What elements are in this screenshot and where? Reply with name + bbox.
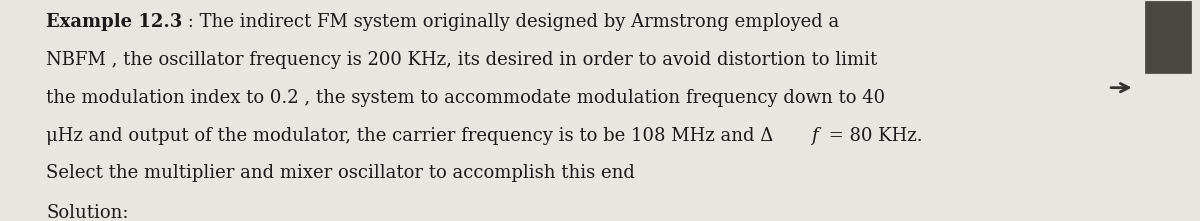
Text: Example 12.3: Example 12.3 (47, 13, 182, 31)
FancyBboxPatch shape (1145, 1, 1190, 73)
Text: f: f (811, 127, 817, 145)
Text: μHz and output of the modulator, the carrier frequency is to be 108 MHz and Δ: μHz and output of the modulator, the car… (47, 127, 774, 145)
Text: Solution:: Solution: (47, 204, 128, 221)
Text: Select the multiplier and mixer oscillator to accomplish this end: Select the multiplier and mixer oscillat… (47, 164, 635, 182)
Text: the modulation index to 0.2 , the system to accommodate modulation frequency dow: the modulation index to 0.2 , the system… (47, 89, 886, 107)
Text: : The indirect FM system originally designed by Armstrong employed a: : The indirect FM system originally desi… (181, 13, 839, 31)
Text: = 80 KHz.: = 80 KHz. (823, 127, 923, 145)
Text: NBFM , the oscillator frequency is 200 KHz, its desired in order to avoid distor: NBFM , the oscillator frequency is 200 K… (47, 51, 877, 69)
